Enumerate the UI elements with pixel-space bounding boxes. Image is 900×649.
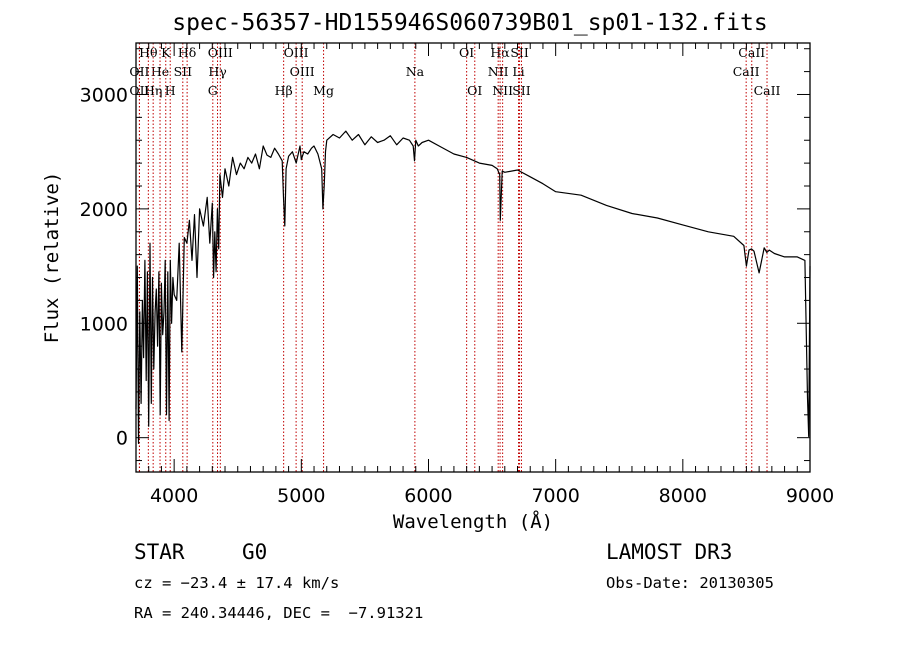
object-class: STAR (134, 540, 185, 564)
x-tick-label: 4000 (150, 485, 198, 507)
line-marker-label: OI (459, 45, 474, 60)
x-tick-label: 9000 (786, 485, 834, 507)
line-marker-label: NII (492, 83, 513, 98)
line-marker-label: CaII (738, 45, 765, 60)
line-marker-label: SII (512, 83, 531, 98)
y-axis-label: Flux (relative) (41, 172, 63, 344)
redshift-readout: cz = −23.4 ± 17.4 km/s (134, 574, 340, 592)
line-marker-label: Hγ (208, 64, 226, 79)
y-tick-label: 1000 (80, 313, 128, 335)
line-marker-label: Hδ (178, 45, 196, 60)
line-marker-label: G (208, 83, 218, 98)
y-tick-label: 3000 (80, 84, 128, 106)
x-tick-label: 7000 (531, 485, 579, 507)
line-marker-label: Hβ (275, 83, 293, 98)
line-marker-label: OI (467, 83, 482, 98)
line-marker-label: SII (510, 45, 529, 60)
line-marker-label: Mg (313, 83, 334, 98)
line-marker-label: Li (512, 64, 524, 79)
survey-label: LAMOST DR3 (606, 540, 733, 564)
line-marker-label: NII (488, 64, 509, 79)
line-marker-label: OIII (290, 64, 315, 79)
y-tick-label: 0 (116, 428, 128, 450)
line-marker-label: CaII (733, 64, 760, 79)
obs-date-readout: Obs-Date: 20130305 (606, 574, 774, 592)
line-marker-label: SII (174, 64, 193, 79)
line-marker-label: Hη (144, 83, 162, 98)
spectrum-line (135, 130, 811, 444)
line-marker-label: CaII (754, 83, 781, 98)
line-marker-label: Hθ (139, 45, 157, 60)
line-marker-label: H (165, 83, 176, 98)
object-subclass: G0 (242, 540, 268, 564)
line-marker-label: OIII (208, 45, 233, 60)
x-tick-label: 6000 (404, 485, 452, 507)
x-tick-label: 5000 (277, 485, 325, 507)
line-marker-label: Hα (490, 45, 510, 60)
y-tick-label: 2000 (80, 199, 128, 221)
x-tick-label: 8000 (659, 485, 707, 507)
chart-title: spec-56357-HD155946S060739B01_sp01-132.f… (172, 10, 768, 36)
x-axis-label: Wavelength (Å) (393, 510, 553, 533)
line-marker-label: Na (406, 64, 425, 79)
line-marker-label: He (151, 64, 169, 79)
line-marker-label: OIII (284, 45, 309, 60)
coordinates-readout: RA = 240.34446, DEC = −7.91321 (134, 604, 424, 622)
plot-frame (135, 42, 811, 473)
line-marker-label: K (161, 45, 171, 60)
